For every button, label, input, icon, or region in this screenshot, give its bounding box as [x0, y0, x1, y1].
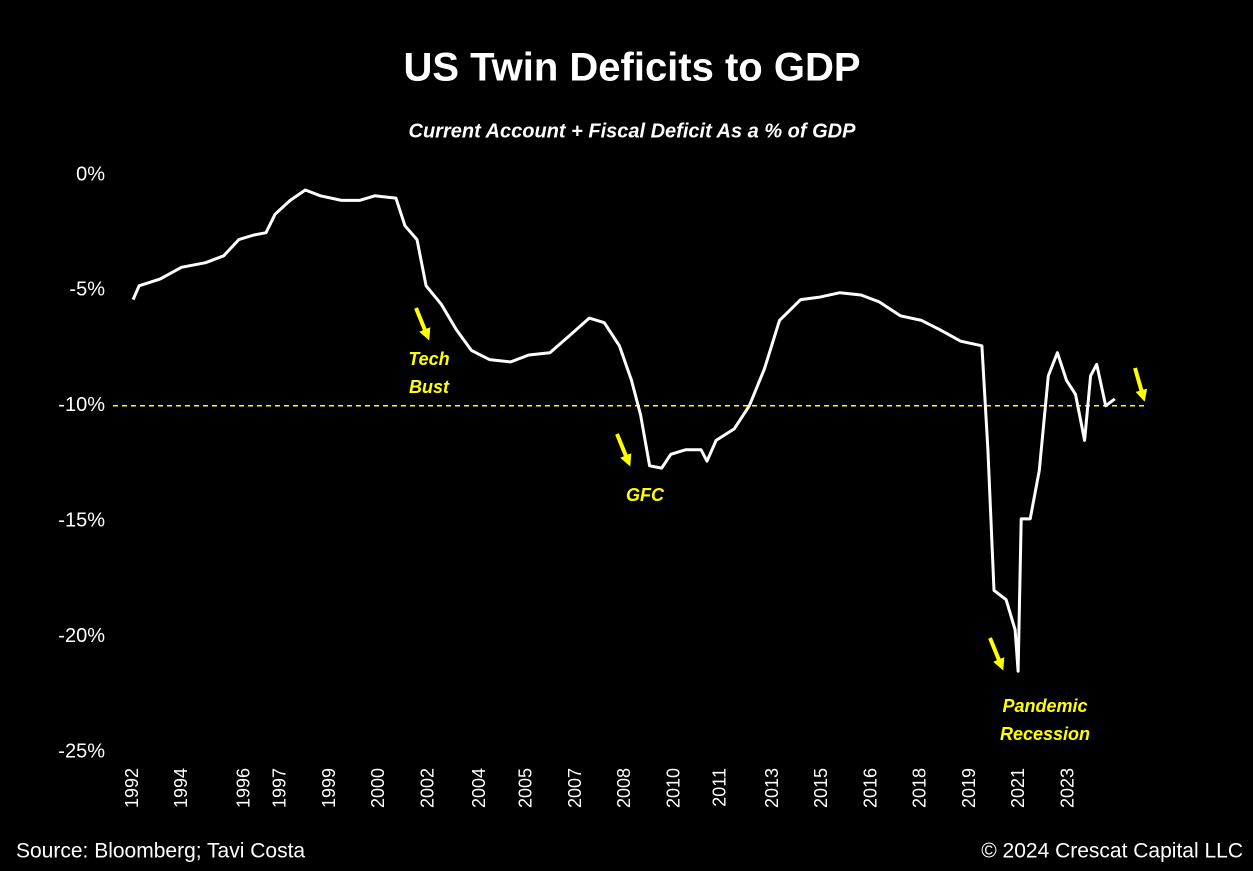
x-tick-label: 1994 — [171, 768, 191, 808]
x-tick-label: 2023 — [1057, 768, 1077, 808]
chart-subtitle: Current Account + Fiscal Deficit As a % … — [409, 120, 857, 142]
x-tick-label: 2008 — [614, 768, 634, 808]
annotation: Pandemic — [1002, 696, 1087, 716]
x-tick-label: 2010 — [663, 768, 683, 808]
x-tick-label: 2004 — [469, 768, 489, 808]
x-tick-label: 1999 — [319, 768, 339, 808]
x-tick-label: 1992 — [122, 768, 142, 808]
arrow — [414, 307, 431, 341]
arrow — [615, 433, 632, 467]
x-tick-label: 2015 — [811, 768, 831, 808]
x-tick-label: 1996 — [234, 768, 254, 808]
source: Source: Bloomberg; Tavi Costa — [16, 840, 305, 863]
copyright: © 2024 Crescat Capital LLC — [981, 840, 1243, 863]
y-tick-label: -10% — [58, 394, 105, 416]
arrows — [414, 307, 1148, 671]
data-line — [131, 188, 1116, 673]
x-tick-label: 1997 — [270, 768, 290, 808]
y-tick-label: -25% — [58, 740, 105, 762]
x-tick-label: 2021 — [1008, 768, 1028, 808]
x-tick-label: 2013 — [762, 768, 782, 808]
annotation: Tech — [408, 349, 449, 369]
annotation: Recession — [1000, 724, 1090, 744]
x-tick-label: 2002 — [417, 768, 437, 808]
annotation: Bust — [409, 377, 450, 397]
x-tick-label: 2016 — [860, 768, 880, 808]
y-tick-label: -20% — [58, 625, 105, 647]
y-tick-label: -5% — [69, 279, 105, 301]
y-tick-label: -15% — [58, 509, 105, 531]
arrow — [988, 637, 1005, 671]
x-tick-label: 2011 — [709, 768, 729, 807]
x-tick-label: 2019 — [959, 768, 979, 808]
x-tick-label: 2005 — [516, 768, 536, 808]
y-tick-label: 0% — [76, 163, 105, 185]
x-tick-label: 2018 — [910, 768, 930, 808]
chart-title: US Twin Deficits to GDP — [403, 46, 860, 90]
x-tick-label: 2007 — [565, 768, 585, 808]
x-tick-label: 2000 — [368, 768, 388, 808]
arrow — [1133, 367, 1148, 402]
annotation: GFC — [626, 485, 665, 505]
